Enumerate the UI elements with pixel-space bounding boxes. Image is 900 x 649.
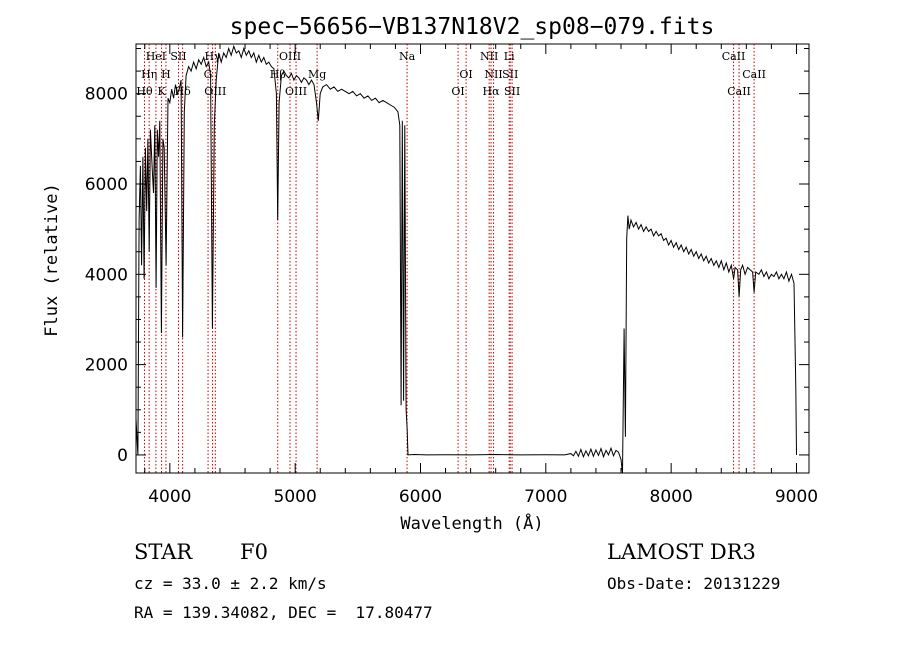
line-label-oi: OI xyxy=(451,85,464,98)
coordinates-readout: RA = 139.34082, DEC = 17.80477 xyxy=(134,603,433,622)
line-label-hη: Hη xyxy=(141,68,157,81)
object-class: STAR xyxy=(134,540,193,564)
line-label-h: H xyxy=(161,68,171,81)
line-label-mg: Mg xyxy=(308,68,326,81)
x-tick-label: 4000 xyxy=(148,487,191,507)
line-label-li: Li xyxy=(504,50,515,63)
x-tick-label: 6000 xyxy=(399,487,442,507)
line-label-oi: OI xyxy=(459,68,472,81)
y-tick-label: 4000 xyxy=(85,265,128,285)
object-subclass: F0 xyxy=(240,540,268,564)
x-tick-label: 7000 xyxy=(524,487,567,507)
line-label-oiii: OIII xyxy=(204,85,226,98)
y-tick-label: 0 xyxy=(117,446,128,466)
chart-title: spec−56656−VB137N18V2_sp08−079.fits xyxy=(230,14,715,40)
line-label-oiii: OIII xyxy=(285,85,307,98)
line-label-nii: NII xyxy=(480,50,498,63)
y-tick-label: 2000 xyxy=(85,356,128,376)
observation-date: Obs-Date: 20131229 xyxy=(607,574,781,593)
line-label-hei: HeI xyxy=(146,50,166,63)
line-label-hγ: Hγ xyxy=(204,50,221,63)
line-label-g: G xyxy=(204,68,213,81)
plot-area: HθHηHeIKHSIIHδHγGOIIIHβOIIIOIIIMgNaOIOIN… xyxy=(136,44,797,473)
spectrum-series-0 xyxy=(136,44,797,473)
line-label-caii: CaII xyxy=(742,68,766,81)
axes: 4000 5000 6000 7000 8000 9000 0 2000 4000 6000 800… xyxy=(85,44,818,507)
line-label-caii: CaII xyxy=(722,50,746,63)
x-tick-label: 8000 xyxy=(650,487,693,507)
y-tick-label: 8000 xyxy=(85,85,128,105)
survey-name: LAMOST DR3 xyxy=(607,540,756,564)
line-label-sii: SII xyxy=(504,85,520,98)
line-label-na: Na xyxy=(399,50,416,63)
x-tick-label: 5000 xyxy=(274,487,317,507)
redshift-readout: cz = 33.0 ± 2.2 km/s xyxy=(134,574,327,593)
line-label-hθ: Hθ xyxy=(136,85,153,98)
line-label-oiii: OIII xyxy=(279,50,301,63)
line-label-hδ: Hδ xyxy=(175,85,192,98)
y-axis-label: Flux (relative) xyxy=(42,183,62,337)
line-label-sii: SII xyxy=(170,50,186,63)
x-axis-label: Wavelength (Å) xyxy=(400,512,543,534)
plot-frame xyxy=(135,43,810,474)
line-label-k: K xyxy=(157,85,166,98)
line-label-sii: SII xyxy=(502,68,518,81)
line-label-caii: CaII xyxy=(727,85,751,98)
x-tick-label: 9000 xyxy=(775,487,818,507)
line-label-hβ: Hβ xyxy=(270,68,286,81)
y-tick-label: 6000 xyxy=(85,175,128,195)
line-label-hα: Hα xyxy=(483,85,501,98)
line-label-nii: NII xyxy=(484,68,502,81)
